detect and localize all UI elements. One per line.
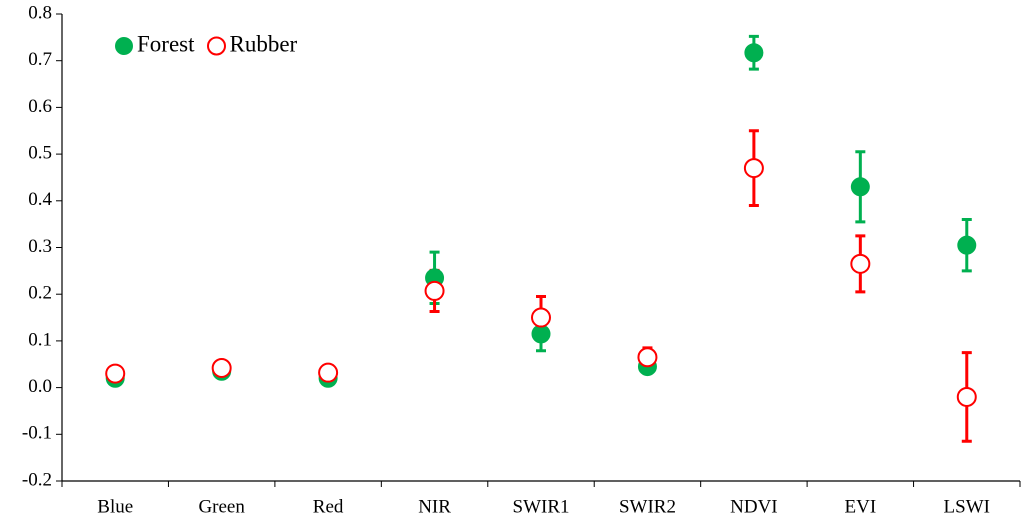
marker [743,158,764,179]
y-tick-label: 0.1 [28,329,52,350]
y-tick-label: -0.1 [22,423,52,444]
legend-marker [207,36,226,56]
marker [744,43,764,63]
y-tick-label: 0.6 [28,96,52,117]
x-tick-label: Green [198,496,245,517]
x-tick-label: NIR [418,496,451,517]
x-tick-label: LSWI [944,496,990,517]
marker [531,307,551,328]
marker [105,363,126,384]
marker [957,235,977,255]
legend-label: Forest [137,31,195,56]
y-tick-label: 0.7 [28,49,52,70]
x-tick-label: SWIR2 [619,496,676,517]
legend-marker [115,37,133,55]
x-tick-label: Blue [97,496,133,517]
marker [850,253,871,274]
marker [211,357,232,378]
x-tick-label: Red [313,496,344,517]
y-tick-label: 0.4 [28,189,52,210]
marker [318,362,339,383]
marker [850,177,870,197]
y-tick-label: 0.3 [28,236,52,257]
x-tick-label: EVI [845,496,877,517]
marker [637,347,658,368]
y-tick-label: 0.5 [28,142,52,163]
legend-label: Rubber [230,31,298,56]
y-tick-label: 0.8 [28,2,52,23]
marker [531,324,551,344]
marker [424,280,445,301]
x-tick-label: SWIR1 [513,496,570,517]
x-tick-label: NDVI [730,496,778,517]
y-tick-label: 0.0 [28,376,52,397]
y-tick-label: 0.2 [28,283,52,304]
y-tick-label: -0.2 [22,469,52,490]
marker [956,386,977,407]
